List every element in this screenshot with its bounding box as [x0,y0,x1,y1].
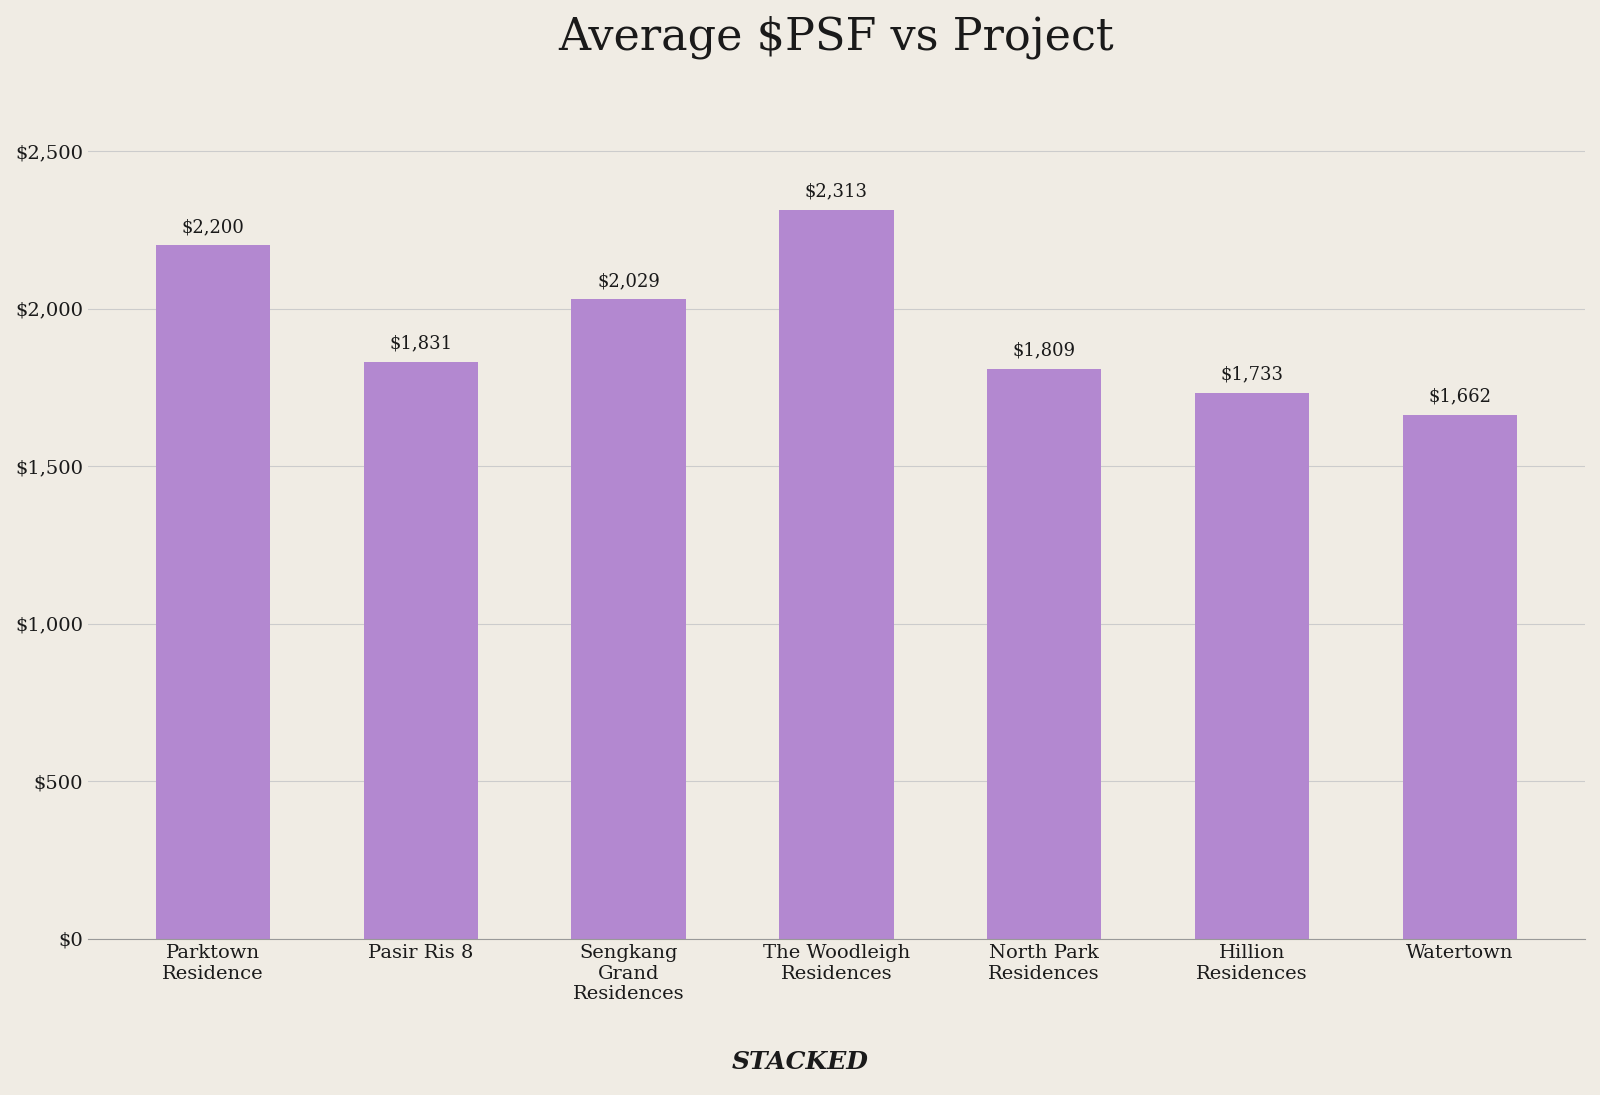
Text: $1,831: $1,831 [389,334,453,353]
Text: $1,662: $1,662 [1429,388,1491,405]
Bar [987,369,1101,938]
Bar [779,210,893,938]
Text: $1,733: $1,733 [1221,366,1283,383]
Bar [155,245,270,938]
Text: $2,029: $2,029 [597,272,661,290]
Bar [1195,393,1309,938]
Bar [363,361,478,938]
Text: $2,313: $2,313 [805,183,867,200]
Title: Average $PSF vs Project: Average $PSF vs Project [558,15,1114,58]
Text: $1,809: $1,809 [1013,342,1075,359]
Bar [1403,415,1517,938]
Text: $2,200: $2,200 [182,218,245,237]
Text: STACKED: STACKED [731,1050,869,1074]
Bar [571,299,686,938]
